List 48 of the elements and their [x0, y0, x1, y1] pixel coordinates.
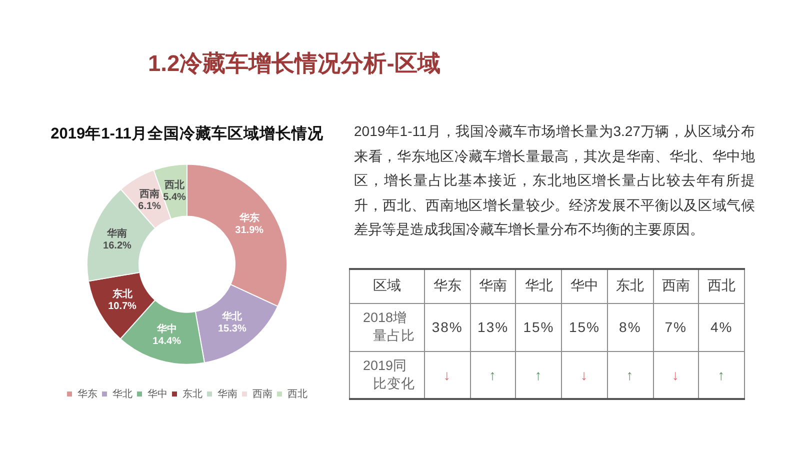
text: ↑: [626, 366, 634, 383]
text: 15%: [568, 319, 600, 335]
category-label: 华北: [524, 277, 554, 296]
slice-label: 东北: [111, 288, 134, 300]
category-label: 东北: [615, 277, 646, 296]
text: 1.2冷藏车增长情况分析-区域: [148, 49, 440, 78]
legend-label: 西北: [288, 388, 308, 400]
text: 15%: [523, 319, 554, 335]
text: 13%: [478, 319, 509, 335]
text: 4%: [710, 319, 733, 335]
legend-label: 华南: [218, 388, 238, 400]
legend-label: 华中: [148, 388, 168, 400]
data-label: 16.2%: [103, 240, 132, 252]
text: 38%: [432, 319, 463, 335]
slice-label: 华南: [106, 227, 128, 240]
legend-label: 华东: [78, 388, 98, 400]
legend-label: 华北: [112, 388, 132, 400]
slice-label: 华东: [238, 212, 260, 224]
data-label: 15.3%: [218, 324, 246, 335]
data-label: 31.9%: [235, 225, 264, 236]
text: ↓: [672, 366, 680, 383]
text: 7%: [664, 319, 687, 335]
text: 2019年1-11月，我国冷藏车市场增长量为3.27万辆，从区域分布来看，华东地区冷藏车增长量最高，其次是华南、华北、华中地区，增长量占比基本接近，东北地区增长量占比较去年有所提升，西北、西南地区增长量较少。经济发展不平衡以及区域气候差异等是造成我国冷藏车增长量分布不均衡的主要原因。: [354, 122, 755, 239]
category-label: 2018增量占比: [363, 310, 415, 343]
legend-label: 东北: [182, 388, 202, 400]
text: ↑: [489, 366, 498, 383]
category-label: 2019同比变化: [363, 358, 415, 391]
category-label: 西北: [706, 277, 737, 296]
slice-label: 西北: [164, 179, 186, 192]
category-label: 华东: [432, 277, 462, 296]
category-label: 华南: [478, 277, 508, 296]
category-label: 华中: [569, 277, 600, 296]
text: ↓: [580, 366, 588, 383]
data-label: 10.7%: [108, 300, 137, 312]
chart-title: 2019年1-11月全国冷藏车区域增长情况: [50, 124, 324, 143]
data-label: 6.1%: [138, 201, 162, 212]
text: ↑: [718, 366, 726, 383]
legend-label: 西南: [252, 388, 272, 400]
category-label: 西南: [660, 277, 691, 296]
slice-label: 西南: [138, 188, 160, 200]
slice-label: 华中: [156, 323, 177, 336]
text: 区域: [372, 277, 402, 296]
text: ↑: [534, 366, 543, 383]
data-label: 14.4%: [152, 336, 182, 348]
data-label: 5.4%: [163, 192, 186, 204]
text: ↓: [443, 366, 452, 383]
slice-label: 华北: [221, 310, 244, 323]
text: 8%: [619, 319, 642, 335]
